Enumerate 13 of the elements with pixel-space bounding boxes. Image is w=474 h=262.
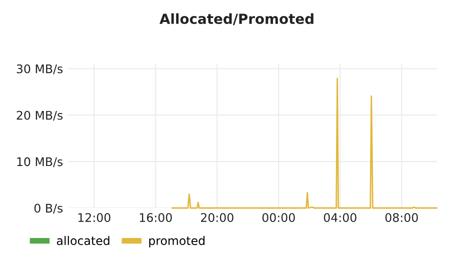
y-tick-label: 10 MB/s [17, 157, 63, 168]
x-tick-label: 12:00 [78, 213, 110, 222]
x-tick-label: 00:00 [262, 213, 295, 222]
legend-label: allocated [56, 236, 110, 246]
legend-label: promoted [149, 236, 204, 248]
x-tick-label: 08:00 [385, 213, 418, 222]
chart-title: Allocated/Promoted [160, 13, 314, 26]
y-tick-label: 30 MB/s [16, 64, 63, 74]
y-tick-label: 20 MB/s [16, 110, 63, 121]
y-tick-label: 0 B/s [34, 204, 63, 214]
x-tick-label: 16:00 [140, 213, 172, 222]
x-tick-label: 20:00 [200, 213, 234, 222]
x-tick-label: 04:00 [324, 213, 356, 222]
